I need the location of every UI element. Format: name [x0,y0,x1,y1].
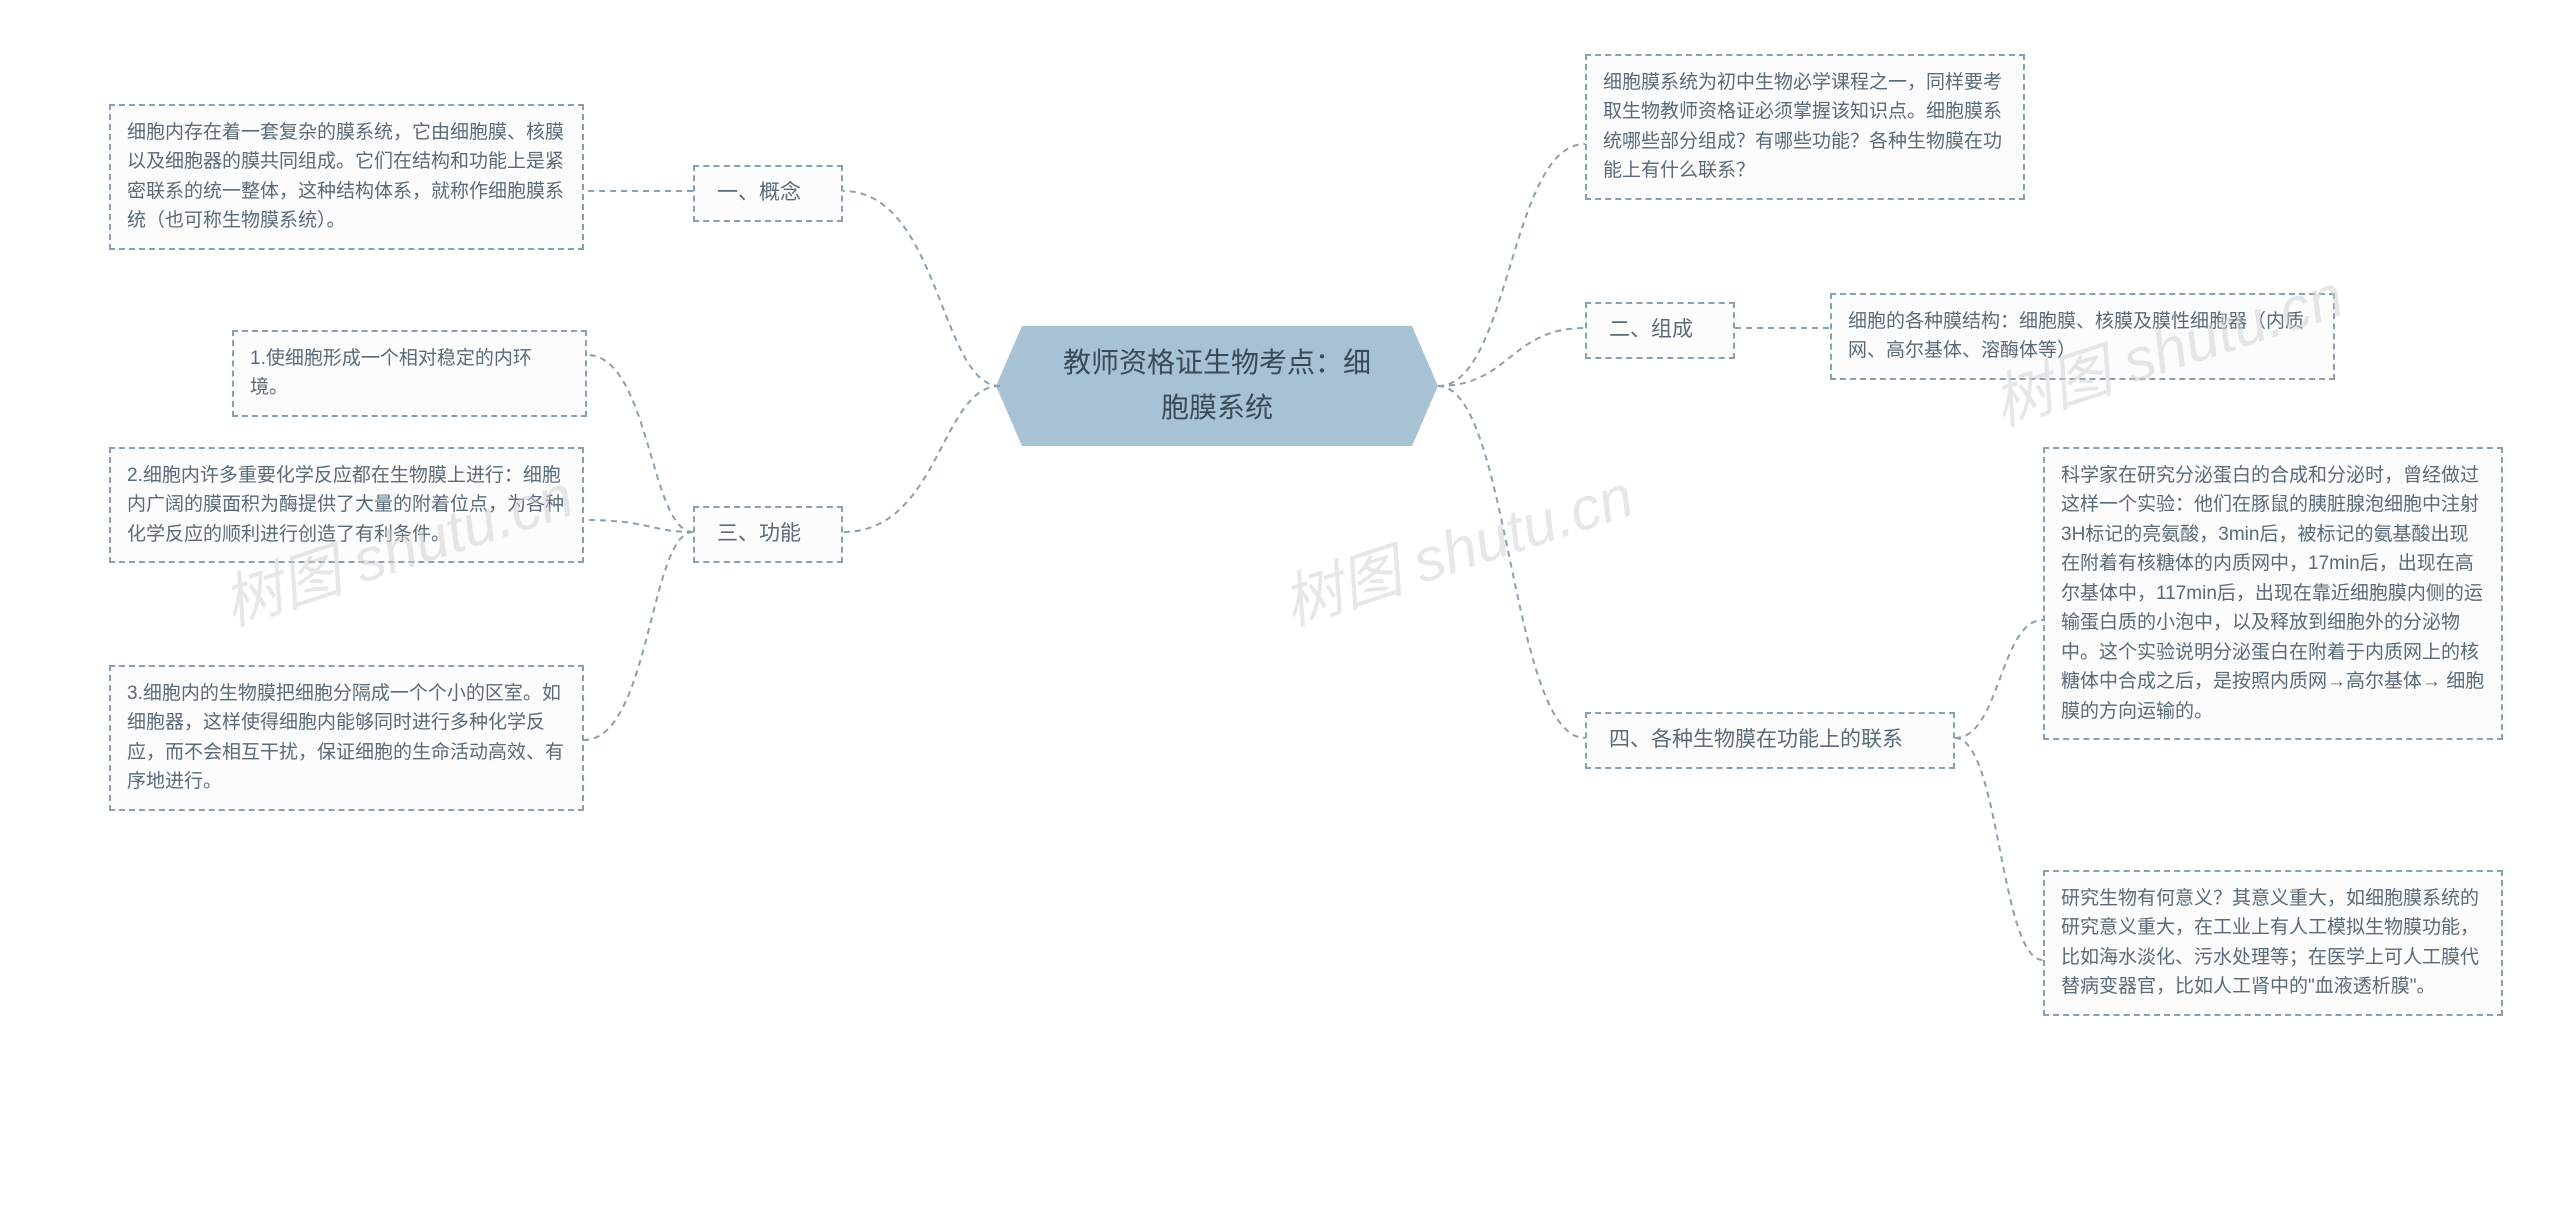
intro-text: 细胞膜系统为初中生物必学课程之一，同样要考取生物教师资格证必须掌握该知识点。细胞… [1603,72,2002,181]
leaf-function-3-text: 3.细胞内的生物膜把细胞分隔成一个个小的区室。如细胞器，这样使得细胞内能够同时进… [127,683,564,792]
leaf-concept-text: 细胞内存在着一套复杂的膜系统，它由细胞膜、核膜以及细胞器的膜共同组成。它们在结构… [127,122,564,231]
branch-function-label: 三、功能 [717,522,801,545]
branch-function: 三、功能 [693,506,843,563]
leaf-function-2-text: 2.细胞内许多重要化学反应都在生物膜上进行：细胞内广阔的膜面积为酶提供了大量的附… [127,465,564,545]
leaf-relation-2: 研究生物有何意义？其意义重大，如细胞膜系统的研究意义重大，在工业上有人工模拟生物… [2043,870,2503,1016]
node-intro: 细胞膜系统为初中生物必学课程之一，同样要考取生物教师资格证必须掌握该知识点。细胞… [1585,54,2025,200]
leaf-composition: 细胞的各种膜结构：细胞膜、核膜及膜性细胞器（内质网、高尔基体、溶酶体等） [1830,293,2335,380]
branch-concept-label: 一、概念 [717,181,801,204]
branch-relation: 四、各种生物膜在功能上的联系 [1585,712,1955,769]
leaf-function-1: 1.使细胞形成一个相对稳定的内环境。 [232,330,587,417]
branch-composition-label: 二、组成 [1609,318,1693,341]
branch-concept: 一、概念 [693,165,843,222]
leaf-composition-text: 细胞的各种膜结构：细胞膜、核膜及膜性细胞器（内质网、高尔基体、溶酶体等） [1848,311,2304,361]
leaf-concept: 细胞内存在着一套复杂的膜系统，它由细胞膜、核膜以及细胞器的膜共同组成。它们在结构… [109,104,584,250]
branch-relation-label: 四、各种生物膜在功能上的联系 [1609,728,1903,751]
leaf-function-3: 3.细胞内的生物膜把细胞分隔成一个个小的区室。如细胞器，这样使得细胞内能够同时进… [109,665,584,811]
mindmap-center: 教师资格证生物考点：细胞膜系统 [1022,326,1412,446]
leaf-function-1-text: 1.使细胞形成一个相对稳定的内环境。 [250,348,532,398]
center-text: 教师资格证生物考点：细胞膜系统 [1052,341,1382,431]
leaf-relation-2-text: 研究生物有何意义？其意义重大，如细胞膜系统的研究意义重大，在工业上有人工模拟生物… [2061,888,2479,997]
watermark: 树图 shutu.cn [1270,448,1643,643]
branch-composition: 二、组成 [1585,302,1735,359]
leaf-function-2: 2.细胞内许多重要化学反应都在生物膜上进行：细胞内广阔的膜面积为酶提供了大量的附… [109,447,584,563]
leaf-relation-1: 科学家在研究分泌蛋白的合成和分泌时，曾经做过这样一个实验：他们在豚鼠的胰脏腺泡细… [2043,447,2503,740]
leaf-relation-1-text: 科学家在研究分泌蛋白的合成和分泌时，曾经做过这样一个实验：他们在豚鼠的胰脏腺泡细… [2061,465,2484,722]
